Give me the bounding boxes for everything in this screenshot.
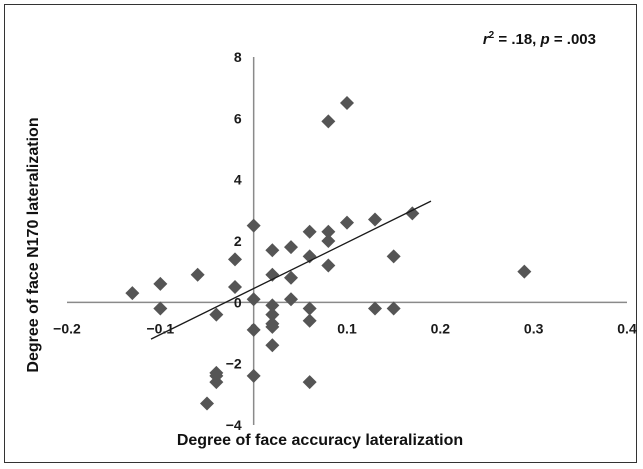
x-tick-group: −0.2−0.100.10.20.30.4	[53, 320, 637, 336]
y-tick-label: −2	[226, 356, 242, 372]
data-points	[125, 96, 532, 411]
data-point	[284, 240, 298, 255]
y-tick-label: 0	[234, 294, 242, 310]
data-point	[321, 114, 336, 129]
data-point	[246, 322, 261, 337]
data-point	[340, 215, 354, 230]
x-tick-label: −0.2	[53, 320, 81, 336]
r-value: = .18,	[494, 31, 540, 48]
data-point	[368, 212, 382, 227]
data-point	[228, 280, 242, 294]
data-point	[209, 307, 224, 322]
data-point	[153, 276, 168, 291]
data-point	[209, 368, 224, 383]
x-tick-label: 0.1	[337, 320, 357, 336]
p-symbol: p	[540, 31, 550, 48]
data-point	[368, 301, 382, 316]
data-point	[265, 307, 280, 322]
data-point	[246, 218, 261, 233]
data-point	[302, 224, 317, 239]
data-point	[302, 301, 317, 316]
data-point	[246, 368, 261, 383]
data-point	[302, 313, 317, 328]
data-point	[228, 252, 242, 267]
y-tick-label: 8	[234, 49, 242, 65]
p-value: = .003	[550, 31, 596, 48]
data-point	[265, 338, 280, 353]
data-point	[405, 206, 420, 221]
data-point	[200, 396, 214, 411]
trendline	[150, 200, 432, 340]
data-point	[284, 270, 298, 285]
y-tick-label: 4	[234, 172, 242, 188]
data-point	[125, 286, 140, 301]
data-point	[265, 319, 280, 334]
x-tick-label: 0.2	[431, 320, 451, 336]
data-point	[321, 234, 336, 248]
x-tick-label: 0.3	[524, 320, 544, 336]
y-tick-label: −4	[226, 417, 242, 433]
data-point	[153, 301, 168, 316]
r-exponent: 2	[489, 30, 495, 41]
chart-frame	[4, 4, 637, 463]
data-point	[386, 249, 401, 264]
x-tick-label: −0.1	[147, 320, 175, 336]
data-point	[321, 258, 336, 273]
stats-annotation: r2 = .18, p = .003	[483, 30, 596, 48]
y-tick-group: −4 −2 0 2 4 6 8	[226, 49, 242, 433]
data-point	[246, 292, 261, 307]
y-tick-label: 6	[234, 110, 242, 126]
y-axis-title: Degree of face N170 lateralization	[25, 117, 42, 372]
data-point	[284, 292, 298, 307]
data-point	[265, 298, 280, 313]
data-point	[190, 267, 205, 282]
axes	[67, 57, 627, 425]
x-tick-label: 0.4	[617, 320, 637, 336]
x-axis-title: Degree of face accuracy lateralization	[177, 432, 463, 449]
data-point	[321, 224, 336, 239]
data-point	[302, 375, 317, 390]
y-tick-label: 2	[234, 233, 242, 249]
data-point	[386, 301, 401, 316]
r-symbol: r	[483, 31, 490, 48]
data-point	[340, 96, 354, 110]
data-point	[517, 264, 532, 279]
data-point	[265, 243, 280, 258]
